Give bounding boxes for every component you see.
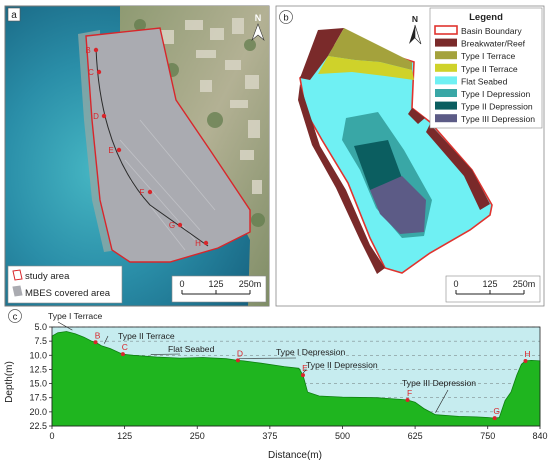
x-tick-label: 750 [480,431,495,441]
profile-point-label: C [122,342,128,352]
panel-c: c 5.0 7.5 10.0 12.5 15.0 17.5 20.0 22.50 125 250 3… [4,310,548,462]
profile-point-label: B [95,330,101,340]
profile-annotation: Type III Depression [402,378,476,388]
panel-c-label: c [13,312,18,323]
profile-point-label: G [169,221,175,230]
profile-point-label: D [237,348,243,358]
x-axis-label: Distance(m) [268,450,322,461]
profile-point-label: D [93,112,99,121]
x-tick-label: 500 [335,431,350,441]
y-tick-label: 5.0 [34,322,47,332]
mbes-area-icon [13,286,22,296]
profile-annotation: Type I Depression [276,347,345,357]
profile-point-marker [97,70,101,74]
legend-label: Type II Depression [461,102,533,112]
profile-point-label: H [524,349,530,359]
svg-text:0: 0 [179,279,184,289]
legend-study-area: study area [25,271,70,282]
x-tick-label: 840 [532,431,547,441]
y-tick-label: 12.5 [29,364,47,374]
profile-point-marker [523,359,527,363]
y-tick-label: 22.5 [29,421,47,431]
profile-point-marker [94,340,98,344]
x-tick-label: 375 [262,431,277,441]
study-area-icon [13,270,22,280]
legend-swatch [435,39,457,47]
x-tick-label: 625 [408,431,423,441]
legend-label: Breakwater/Reef [461,39,526,49]
depth-profile-chart: 5.0 7.5 10.0 12.5 15.0 17.5 20.0 22.50 125 250 375… [29,311,547,441]
legend-swatch [435,89,457,97]
legend-label: Basin Boundary [461,26,522,36]
svg-text:125: 125 [208,279,223,289]
profile-point-marker [121,352,125,356]
profile-annotation: Flat Seabed [168,344,215,354]
profile-annotation: Type II Depression [306,360,378,370]
profile-point-label: H [195,239,201,248]
profile-point-label: F [407,388,412,398]
x-tick-label: 250 [190,431,205,441]
y-tick-label: 17.5 [29,393,47,403]
panel-b-label: b [283,13,288,24]
y-axis-label: Depth(m) [4,361,15,403]
y-tick-label: 20.0 [29,407,47,417]
svg-text:N: N [255,13,262,23]
panel-a-label: a [11,10,17,21]
legend-label: Type I Terrace [461,51,516,61]
svg-text:N: N [412,14,418,24]
legend-swatch [435,114,457,122]
svg-text:0: 0 [453,279,458,289]
legend-swatch [435,102,457,110]
profile-annotation: Type I Terrace [48,311,103,321]
profile-point-label: F [140,188,145,197]
legend-label: Type I Depression [461,89,530,99]
profile-point-marker [406,398,410,402]
legend-label: Type III Depression [461,114,535,124]
panel-a: B C D E F G H a N study area MBES covered area… [5,6,269,306]
legend-swatch [435,64,457,72]
legend-swatch [435,51,457,59]
profile-point-marker [94,48,98,52]
panel-b: b N Legend Basin Boundary Breakwater/Reef… [276,6,544,306]
profile-point-label: E [108,146,113,155]
profile-point-label: G [493,406,500,416]
profile-point-marker [301,373,305,377]
svg-text:250m: 250m [239,279,262,289]
profile-point-marker [236,358,240,362]
profile-point-marker [178,223,182,227]
profile-annotation: Type II Terrace [118,331,175,341]
y-tick-label: 10.0 [29,350,47,360]
y-tick-label: 7.5 [34,336,47,346]
profile-point-marker [148,190,152,194]
y-tick-label: 15.0 [29,379,47,389]
legend-swatch [435,26,457,34]
legend-label: Flat Seabed [461,76,508,86]
profile-point-marker [117,148,121,152]
x-tick-label: 0 [49,431,54,441]
profile-point-label: C [88,68,94,77]
legend-swatch [435,76,457,84]
legend-mbes-area: MBES covered area [25,288,111,299]
profile-point-marker [493,416,497,420]
profile-point-label: B [85,46,90,55]
legend-title: Legend [469,12,503,23]
x-tick-label: 125 [117,431,132,441]
profile-point-marker [204,241,208,245]
legend-label: Type II Terrace [461,64,518,74]
svg-text:125: 125 [482,279,497,289]
profile-point-marker [102,114,106,118]
svg-text:250m: 250m [513,279,536,289]
